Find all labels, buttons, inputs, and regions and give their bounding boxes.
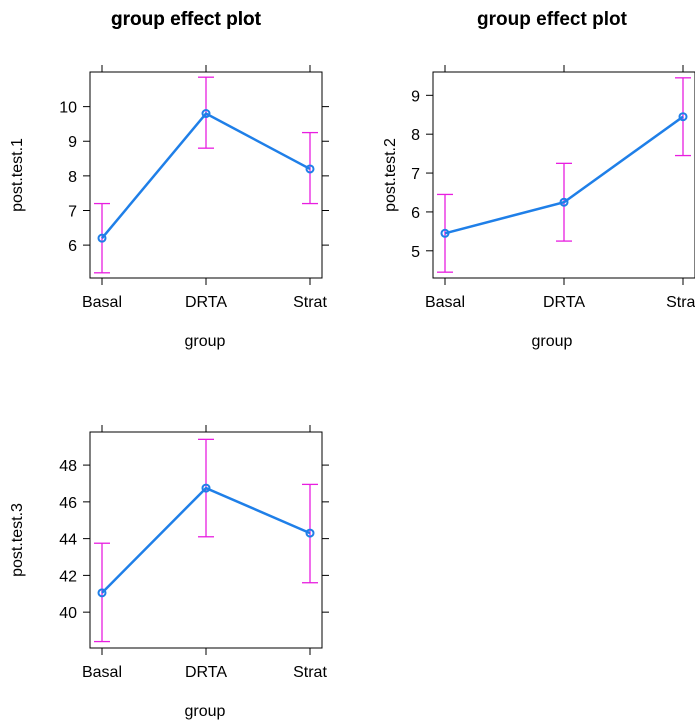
x-tick-label: DRTA [543, 294, 585, 311]
data-point [305, 164, 315, 174]
y-tick-label: 8 [68, 169, 77, 186]
y-tick-label: 42 [59, 568, 77, 585]
y-tick-label: 6 [411, 205, 420, 222]
panel-title: group effect plot [477, 9, 628, 30]
y-tick-label: 9 [68, 134, 77, 151]
x-tick-label: Basal [425, 294, 465, 311]
panel-1: group effect plot Basal DRTA Strat 6 7 8 9 10 gro… [9, 9, 329, 350]
x-tick-label: DRTA [185, 664, 227, 681]
panel-title: group effect plot [111, 9, 262, 30]
y-axis-label: post.test.1 [9, 138, 26, 212]
y-tick-label: 46 [59, 495, 77, 512]
x-tick-label: Strat [293, 294, 327, 311]
data-point [201, 109, 211, 119]
y-axis-label: post.test.2 [382, 138, 399, 212]
data-point [440, 228, 450, 238]
x-axis-label: group [532, 333, 573, 350]
x-axis-label: group [185, 333, 226, 350]
y-tick-label: 44 [59, 532, 77, 549]
y-tick-label: 48 [59, 458, 77, 475]
y-axis-label: post.test.3 [9, 503, 26, 577]
panel-3: group effect plot Basal DRTA Strat 40 42 44 46 4… [9, 9, 329, 720]
panel-title: group effect plot [111, 9, 262, 30]
x-tick-label: Strat [666, 294, 695, 311]
y-tick-label: 40 [59, 605, 77, 622]
y-tick-label: 7 [68, 203, 77, 220]
y-tick-label: 8 [411, 127, 420, 144]
y-tick-label: 6 [68, 238, 77, 255]
data-point [97, 233, 107, 243]
y-tick-label: 5 [411, 244, 420, 261]
effect-line [101, 111, 311, 239]
data-point [559, 197, 569, 207]
data-point [201, 483, 211, 493]
x-tick-label: Basal [82, 664, 122, 681]
panel-2: group effect plot Basal DRTA Strat 5 6 7 8 9 grou… [382, 9, 695, 350]
effect-line [444, 115, 684, 235]
x-tick-label: Strat [293, 664, 327, 681]
data-point [678, 112, 688, 122]
y-tick-label: 10 [59, 100, 77, 117]
x-tick-label: Basal [82, 294, 122, 311]
data-point [305, 528, 315, 538]
x-tick-label: DRTA [185, 294, 227, 311]
effect-line [101, 486, 311, 594]
y-tick-label: 7 [411, 166, 420, 183]
y-tick-label: 9 [411, 88, 420, 105]
data-point [97, 588, 107, 598]
x-axis-label: group [185, 703, 226, 720]
